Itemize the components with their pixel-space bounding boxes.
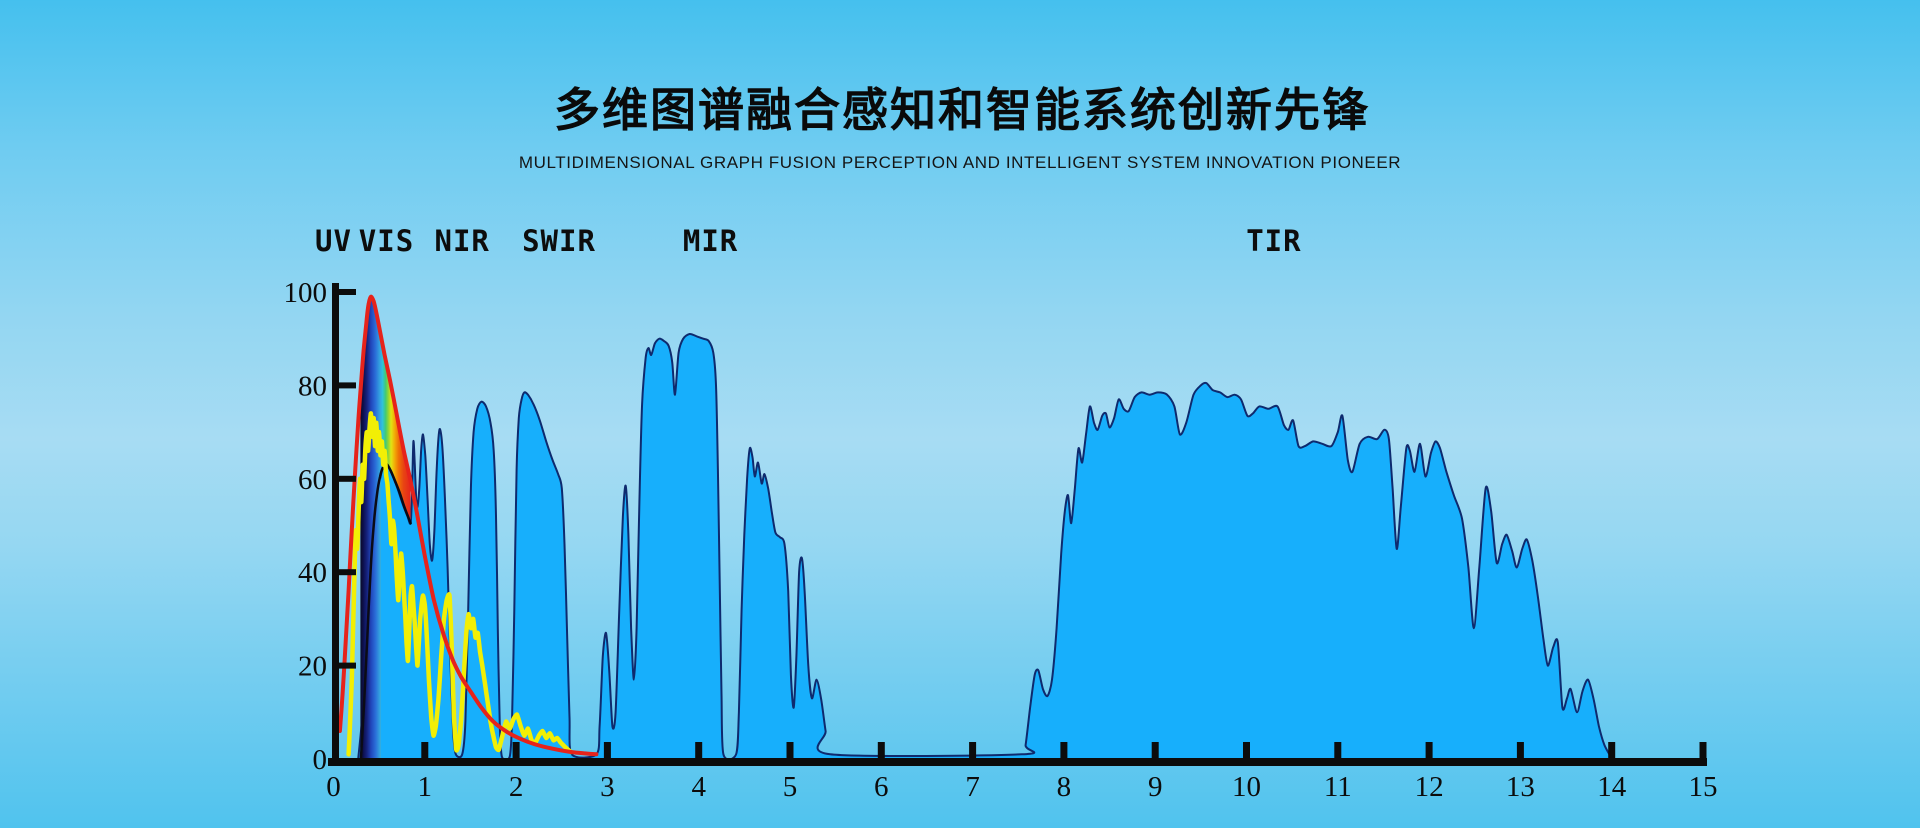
page-subtitle: MULTIDIMENSIONAL GRAPH FUSION PERCEPTION… bbox=[518, 153, 1402, 172]
x-tick-label: 5 bbox=[783, 771, 798, 803]
x-tick-label: 10 bbox=[1232, 771, 1261, 803]
x-tick-label: 15 bbox=[1689, 771, 1718, 803]
x-tick-label: 12 bbox=[1415, 771, 1444, 803]
x-tick bbox=[1516, 742, 1524, 759]
x-tick bbox=[1699, 742, 1707, 759]
x-tick bbox=[421, 742, 429, 759]
y-tick bbox=[339, 662, 356, 669]
x-tick bbox=[1060, 742, 1068, 759]
y-tick-label: 60 bbox=[298, 464, 327, 496]
y-axis-line bbox=[332, 283, 339, 766]
y-tick bbox=[339, 475, 356, 482]
ground-solar-irradiance-curve bbox=[346, 411, 574, 757]
y-tick-label: 20 bbox=[298, 651, 327, 683]
band-label-tir: TIR bbox=[1246, 224, 1301, 258]
x-tick bbox=[512, 742, 520, 759]
x-tick bbox=[603, 742, 611, 759]
x-tick bbox=[1151, 742, 1159, 759]
x-tick bbox=[877, 742, 885, 759]
x-tick-label: 1 bbox=[418, 771, 433, 803]
x-tick-label: 7 bbox=[965, 771, 980, 803]
x-tick-label: 3 bbox=[600, 771, 615, 803]
x-tick-label: 2 bbox=[509, 771, 524, 803]
band-label-nir: NIR bbox=[435, 224, 490, 258]
x-tick-label: 0 bbox=[326, 771, 341, 803]
solar-envelope-curve bbox=[359, 462, 412, 761]
band-label-swir: SWIR bbox=[522, 224, 596, 258]
x-axis-line bbox=[328, 758, 1707, 766]
x-tick bbox=[1243, 742, 1250, 759]
x-tick bbox=[1608, 742, 1616, 759]
atmospheric-transmission-area bbox=[357, 332, 1612, 763]
y-tick bbox=[339, 569, 356, 576]
y-tick bbox=[339, 382, 356, 389]
x-tick-label: 14 bbox=[1597, 771, 1627, 803]
band-label-uv: UV bbox=[315, 224, 352, 258]
x-tick bbox=[1334, 742, 1342, 759]
x-tick bbox=[695, 742, 703, 759]
y-tick-label: 40 bbox=[298, 557, 327, 589]
x-tick-label: 13 bbox=[1506, 771, 1535, 803]
y-tick bbox=[339, 289, 356, 295]
x-tick-label: 6 bbox=[874, 771, 889, 803]
x-tick bbox=[786, 742, 794, 759]
x-tick bbox=[1425, 742, 1433, 759]
page-title: 多维图谱融合感知和智能系统创新先锋 bbox=[554, 83, 1370, 137]
x-tick-label: 11 bbox=[1324, 771, 1352, 803]
x-tick bbox=[969, 742, 977, 759]
y-tick-label: 100 bbox=[284, 277, 328, 309]
x-tick-label: 9 bbox=[1148, 771, 1163, 803]
band-label-vis: VIS bbox=[359, 224, 414, 258]
x-tick-label: 4 bbox=[691, 771, 706, 803]
band-label-mir: MIR bbox=[683, 224, 738, 258]
x-tick-label: 8 bbox=[1057, 771, 1072, 803]
blackbody-red-curve bbox=[337, 294, 599, 757]
y-tick-label: 0 bbox=[313, 744, 328, 776]
y-tick-label: 80 bbox=[298, 370, 327, 402]
